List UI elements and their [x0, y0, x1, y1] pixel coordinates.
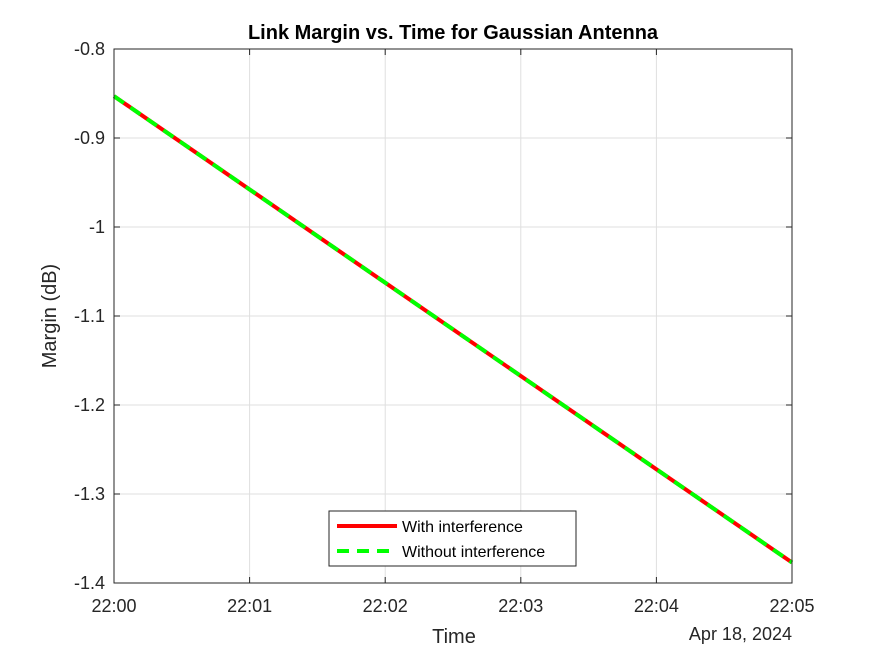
legend-box [328, 510, 577, 567]
series-line-without-interference [112, 94, 794, 565]
x-tick-label: 22:04 [634, 596, 679, 616]
series-group [112, 94, 794, 565]
x-axis-label: Time [432, 626, 476, 648]
y-tick-label: -1 [89, 217, 105, 237]
x-tick-label: 22:05 [769, 596, 814, 616]
y-tick-label: -0.9 [74, 128, 105, 148]
chart-title: Link Margin vs. Time for Gaussian Antenn… [248, 22, 659, 44]
x-tick-label: 22:00 [91, 596, 136, 616]
y-tick-label: -1.4 [74, 573, 105, 593]
x-tick-label: 22:03 [498, 596, 543, 616]
x-tick-label: 22:02 [363, 596, 408, 616]
legend-label-with-interference: With interference [402, 519, 523, 536]
legend-label-without-interference: Without interference [402, 544, 545, 561]
y-tick-label: -0.8 [74, 39, 105, 59]
y-tick-label: -1.3 [74, 484, 105, 504]
x-tick-label: 22:01 [227, 596, 272, 616]
y-tick-label: -1.2 [74, 395, 105, 415]
y-axis-label: Margin (dB) [39, 264, 61, 368]
ticks: 22:00 22:01 22:02 22:03 22:04 22:05 -0.8 -0.9 -1… [74, 39, 815, 616]
x-axis-date-label: Apr 18, 2024 [689, 624, 792, 644]
y-tick-label: -1.1 [74, 306, 105, 326]
legend: With interference Without interference [328, 510, 577, 567]
